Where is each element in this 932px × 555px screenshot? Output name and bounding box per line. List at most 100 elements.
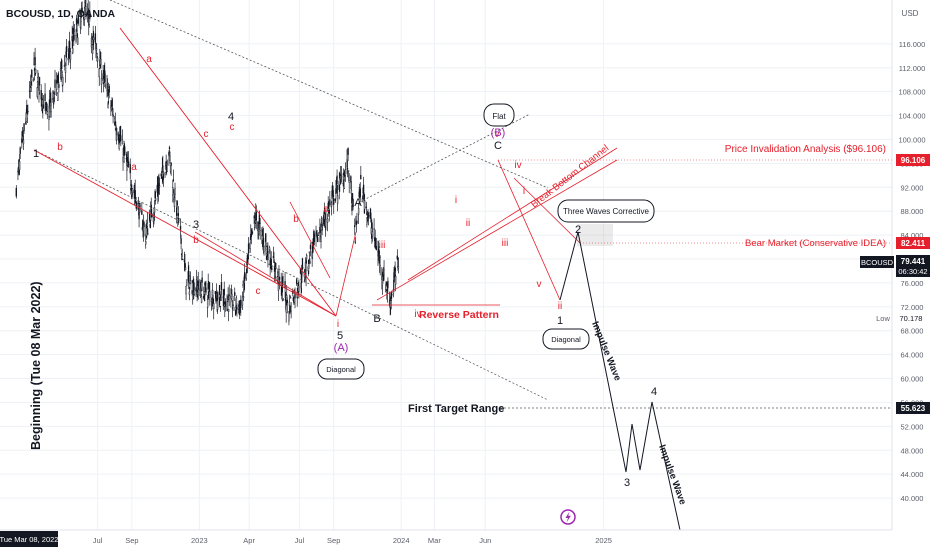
candle-body <box>274 262 277 270</box>
candle-body <box>94 33 97 43</box>
price-tick-label: 72.000 <box>901 303 924 312</box>
candle-body <box>177 213 180 217</box>
candle-body <box>36 87 38 98</box>
wave-label-red: b <box>57 142 63 153</box>
candle-body <box>153 207 156 213</box>
grid-lines <box>0 0 892 530</box>
candle-body <box>179 226 182 230</box>
candle-body <box>129 164 131 174</box>
candle-body <box>126 157 129 162</box>
candle-body <box>268 247 271 251</box>
bolt-icon[interactable] <box>560 509 576 525</box>
diagonal-bubble-left-label: Diagonal <box>326 365 356 374</box>
candle-body <box>135 201 137 209</box>
time-axis[interactable] <box>0 530 892 550</box>
candle-body <box>309 244 312 250</box>
lower-channel-dotted <box>33 149 549 401</box>
candle-body <box>141 210 143 215</box>
candle-body <box>15 187 17 197</box>
candle-body <box>371 231 374 237</box>
wave-a-line <box>194 231 337 317</box>
low-price-label: 70.178 <box>900 314 923 323</box>
candle-body <box>397 266 400 269</box>
candle-body <box>164 172 166 175</box>
candle-body <box>184 267 187 271</box>
candle-body <box>334 198 337 201</box>
crosshair-date-label: Tue Mar 08, 2022 <box>0 535 58 544</box>
three-waves-bubble <box>557 199 655 223</box>
candle-body <box>27 111 29 113</box>
candle-body <box>75 34 77 42</box>
target-price-tag <box>896 402 930 414</box>
candle-body <box>77 15 79 24</box>
bear-market-note: Bear Market (Conservative IDEA) <box>745 238 886 249</box>
candle-body <box>329 199 331 206</box>
candle-body <box>336 175 338 184</box>
candle-body <box>112 114 114 117</box>
price-tick-label: 104.000 <box>898 112 925 121</box>
candle-body <box>352 199 354 208</box>
time-tick-label: Sep <box>125 536 138 545</box>
time-tick-label: 2023 <box>191 536 208 545</box>
currency-label[interactable]: USD <box>902 9 919 18</box>
candle-body <box>348 180 350 183</box>
candle-body <box>357 207 360 215</box>
candle-body <box>298 285 300 292</box>
wave-label-black: B <box>373 313 380 325</box>
candle-body <box>127 161 130 165</box>
candle-body <box>359 188 361 198</box>
candle-body <box>26 105 28 114</box>
candle-body <box>124 146 126 156</box>
wave-label-red: b <box>193 235 199 246</box>
candle-body <box>22 139 25 145</box>
wave-label-black: A <box>354 197 362 209</box>
wave-b-line <box>335 231 357 317</box>
candle-body <box>251 228 253 232</box>
candle-body <box>227 296 229 301</box>
candle-body <box>228 294 230 296</box>
wave-label-red: c <box>204 129 209 140</box>
candle-body <box>54 79 56 88</box>
price-tick-label: 116.000 <box>899 40 926 49</box>
candle-body <box>37 76 40 83</box>
candle-body <box>185 286 187 295</box>
candle-body <box>320 236 322 242</box>
wave-label-black: 1 <box>557 315 563 327</box>
wave-label-red: b <box>293 214 299 225</box>
candle-body <box>189 280 192 284</box>
candle-body <box>200 288 202 292</box>
candle-body <box>255 211 257 221</box>
wave-label-red: ii <box>558 301 562 312</box>
candle-body <box>370 212 372 219</box>
price-tick-label: 84.000 <box>901 231 924 240</box>
candle-body <box>60 59 63 70</box>
candle-body <box>354 240 356 243</box>
price-tick-label: 76.000 <box>901 279 924 288</box>
candle-body <box>87 8 89 17</box>
candle-body <box>213 303 215 309</box>
wave-label-red: i <box>455 195 457 206</box>
candle-body <box>308 263 310 269</box>
candle-body <box>333 198 335 205</box>
candle-body <box>289 296 292 299</box>
candle-body <box>31 69 33 78</box>
candle-body <box>147 233 149 235</box>
candle-body <box>350 176 352 183</box>
candle-body <box>173 197 176 208</box>
candle-body <box>30 84 32 88</box>
candle-body <box>356 220 358 224</box>
wave-label-purple: (B) <box>491 127 506 139</box>
candle-body <box>224 301 227 307</box>
symbol-title[interactable]: BCOUSD, 1D, OANDA <box>6 8 116 20</box>
candle-body <box>286 299 288 304</box>
candle-body <box>42 104 45 109</box>
candle-body <box>240 299 242 309</box>
candle-body <box>185 279 188 286</box>
candle-body <box>285 304 287 313</box>
candle-body <box>241 296 244 306</box>
candle-body <box>57 73 60 83</box>
current-price-label: 79.441 <box>901 257 926 266</box>
candle-body <box>48 116 50 121</box>
